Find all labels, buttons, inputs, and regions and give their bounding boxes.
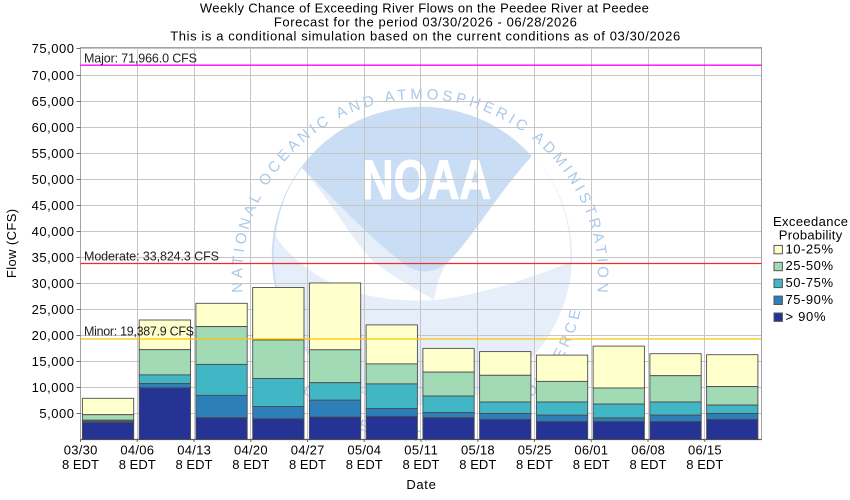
svg-text:25-50%: 25-50% xyxy=(786,258,834,273)
svg-text:Exceedance: Exceedance xyxy=(773,214,848,229)
svg-text:Moderate: 33,824.3 CFS: Moderate: 33,824.3 CFS xyxy=(84,250,219,264)
svg-text:5,000: 5,000 xyxy=(39,406,74,421)
svg-text:10,000: 10,000 xyxy=(32,380,74,395)
svg-text:35,000: 35,000 xyxy=(32,250,74,265)
svg-text:70,000: 70,000 xyxy=(32,68,74,83)
svg-text:03/30: 03/30 xyxy=(64,443,98,458)
svg-text:Major: 71,966.0 CFS: Major: 71,966.0 CFS xyxy=(84,51,197,65)
svg-text:8 EDT: 8 EDT xyxy=(573,457,610,472)
svg-text:65,000: 65,000 xyxy=(32,94,74,109)
svg-text:04/20: 04/20 xyxy=(234,443,268,458)
svg-text:06/01: 06/01 xyxy=(574,443,608,458)
svg-text:15,000: 15,000 xyxy=(32,354,74,369)
svg-text:06/08: 06/08 xyxy=(631,443,665,458)
svg-text:> 90%: > 90% xyxy=(786,309,826,324)
svg-text:30,000: 30,000 xyxy=(32,276,74,291)
svg-text:Probability: Probability xyxy=(779,227,843,242)
svg-text:75,000: 75,000 xyxy=(32,41,74,56)
svg-text:05/04: 05/04 xyxy=(347,443,381,458)
svg-text:8 EDT: 8 EDT xyxy=(119,457,156,472)
svg-text:8 EDT: 8 EDT xyxy=(686,457,723,472)
svg-text:8 EDT: 8 EDT xyxy=(232,457,269,472)
svg-text:05/18: 05/18 xyxy=(461,443,495,458)
svg-text:Flow (CFS): Flow (CFS) xyxy=(4,209,19,278)
svg-text:Weekly Chance of Exceeding Riv: Weekly Chance of Exceeding River Flows o… xyxy=(200,0,649,15)
svg-text:45,000: 45,000 xyxy=(32,198,74,213)
svg-text:04/13: 04/13 xyxy=(177,443,211,458)
svg-text:10-25%: 10-25% xyxy=(786,241,834,256)
svg-text:50-75%: 50-75% xyxy=(786,275,834,290)
svg-text:This is a conditional simulati: This is a conditional simulation based o… xyxy=(170,28,680,43)
svg-text:05/25: 05/25 xyxy=(518,443,552,458)
svg-text:05/11: 05/11 xyxy=(404,443,438,458)
svg-text:55,000: 55,000 xyxy=(32,146,74,161)
svg-text:8 EDT: 8 EDT xyxy=(176,457,213,472)
svg-text:06/15: 06/15 xyxy=(688,443,722,458)
svg-text:8 EDT: 8 EDT xyxy=(459,457,496,472)
svg-text:8 EDT: 8 EDT xyxy=(346,457,383,472)
svg-text:8 EDT: 8 EDT xyxy=(403,457,440,472)
svg-text:60,000: 60,000 xyxy=(32,120,74,135)
svg-text:8 EDT: 8 EDT xyxy=(289,457,326,472)
svg-text:04/27: 04/27 xyxy=(291,443,325,458)
svg-text:8 EDT: 8 EDT xyxy=(516,457,553,472)
svg-text:20,000: 20,000 xyxy=(32,328,74,343)
svg-text:40,000: 40,000 xyxy=(32,224,74,239)
svg-text:25,000: 25,000 xyxy=(32,302,74,317)
svg-text:8 EDT: 8 EDT xyxy=(62,457,99,472)
svg-text:Forecast for the period 03/30/: Forecast for the period 03/30/2026 - 06/… xyxy=(274,15,577,30)
svg-text:04/06: 04/06 xyxy=(120,443,154,458)
svg-text:75-90%: 75-90% xyxy=(786,292,834,307)
svg-text:50,000: 50,000 xyxy=(32,172,74,187)
svg-text:Minor: 19,387.9 CFS: Minor: 19,387.9 CFS xyxy=(84,325,194,339)
svg-text:8 EDT: 8 EDT xyxy=(630,457,667,472)
svg-text:Date: Date xyxy=(406,477,435,492)
